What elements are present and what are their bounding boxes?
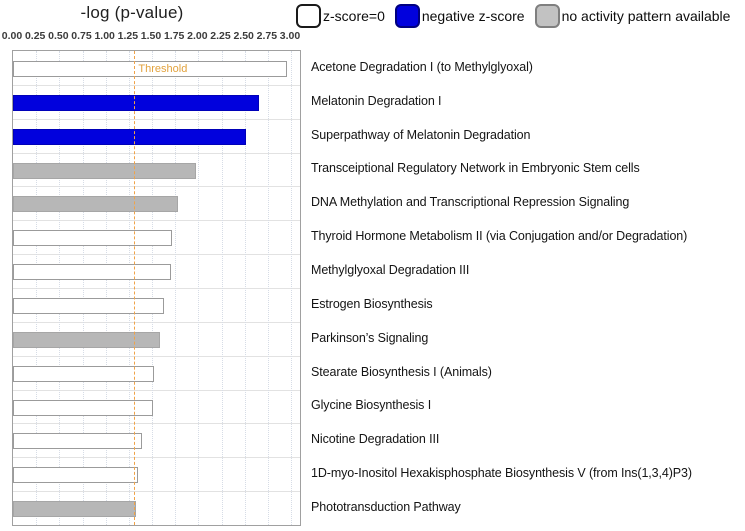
pathway-label: Methylglyoxal Degradation III — [311, 263, 470, 278]
row-band — [13, 322, 300, 357]
gridline — [198, 51, 200, 525]
pathway-label: Superpathway of Melatonin Degradation — [311, 127, 531, 142]
x-tick-label: 0.25 — [24, 30, 46, 42]
legend-swatch-icon — [394, 3, 420, 28]
x-tick-label: 1.25 — [117, 30, 139, 42]
legend-swatch-icon — [534, 3, 560, 28]
pathway-label: Estrogen Biosynthesis — [311, 296, 433, 311]
pathway-label: Phototransduction Pathway — [311, 500, 461, 515]
pathway-label: 1D-myo-Inositol Hexakisphosphate Biosynt… — [311, 466, 692, 481]
pathway-label: Acetone Degradation I (to Methylglyoxal) — [311, 59, 533, 74]
threshold-label: Threshold — [138, 62, 188, 75]
pathway-bar[interactable] — [13, 297, 165, 314]
pathway-label: Transceiptional Regulatory Network in Em… — [311, 161, 640, 176]
row-band — [13, 288, 300, 323]
pathway-label: Melatonin Degradation I — [311, 93, 442, 108]
row-band — [13, 390, 300, 425]
row-band — [13, 457, 300, 493]
x-tick-label: 2.75 — [256, 30, 278, 42]
row-band — [13, 423, 300, 459]
pathway-bar[interactable] — [13, 433, 142, 450]
pathway-bar[interactable] — [13, 467, 139, 484]
plot-area: Threshold — [12, 50, 301, 526]
gridline — [221, 51, 223, 525]
chart-title: -log (p-value) — [80, 3, 184, 22]
legend-item: negative z-score — [394, 3, 525, 28]
legend-item: z-score=0 — [296, 3, 385, 28]
row-band — [13, 186, 300, 222]
gridline — [152, 51, 153, 525]
row-band — [13, 220, 300, 256]
x-tick-label: 2.50 — [233, 30, 254, 42]
x-tick-label: 1.50 — [140, 30, 162, 42]
row-band — [13, 153, 300, 188]
pathway-bar[interactable] — [13, 230, 173, 247]
x-tick-label: 0.00 — [1, 30, 23, 42]
pathway-label: Thyroid Hormone Metabolism II (via Conju… — [311, 229, 688, 244]
pathway-bar[interactable] — [13, 94, 260, 111]
legend-item: no activity pattern available — [534, 3, 731, 28]
pathway-bar[interactable] — [13, 365, 154, 382]
pathway-bar[interactable] — [13, 60, 288, 77]
x-tick-label: 2.00 — [187, 30, 208, 42]
pathway-bar[interactable] — [13, 501, 137, 518]
row-band — [13, 254, 300, 289]
threshold-line — [134, 51, 136, 525]
legend-swatch-icon — [296, 3, 321, 28]
gridline — [291, 51, 292, 525]
legend-label: z-score=0 — [323, 7, 385, 24]
x-tick-label: 3.00 — [279, 30, 301, 42]
pathway-label: Glycine Biosynthesis I — [311, 398, 432, 413]
x-tick-label: 2.25 — [210, 30, 231, 42]
pathway-label: Nicotine Degradation III — [311, 432, 440, 447]
row-band — [13, 119, 300, 154]
row-band — [13, 51, 300, 86]
pathway-label: DNA Methylation and Transcriptional Repr… — [311, 195, 630, 210]
pathway-label: Stearate Biosynthesis I (Animals) — [311, 364, 492, 379]
gridline — [244, 51, 246, 525]
pathway-bar[interactable] — [13, 331, 161, 348]
gridline — [175, 51, 177, 525]
pathway-bar[interactable] — [13, 264, 171, 281]
legend-label: negative z-score — [421, 7, 525, 24]
gridline — [105, 51, 107, 525]
pathway-bar[interactable] — [13, 162, 196, 179]
pathway-bar[interactable] — [13, 196, 178, 213]
category-labels: Acetone Degradation I (to Methylglyoxal)… — [311, 50, 745, 524]
gridline — [36, 51, 38, 525]
gridline — [128, 51, 130, 525]
legend: z-score=0 negative z-score no activity pat… — [296, 2, 740, 29]
x-tick-label: 1.75 — [163, 30, 185, 42]
gridline — [267, 51, 269, 525]
x-tick-label: 1.00 — [94, 30, 115, 42]
gridline — [59, 51, 61, 525]
pathway-bar[interactable] — [13, 128, 246, 145]
legend-label: no activity pattern available — [561, 7, 731, 24]
gridline — [82, 51, 84, 525]
x-tick-label: 0.50 — [48, 30, 69, 42]
pathway-label: Parkinson’s Signaling — [311, 330, 429, 345]
row-band — [13, 85, 300, 120]
x-tick-label: 0.75 — [71, 30, 92, 42]
row-band — [13, 356, 300, 391]
pathway-bar[interactable] — [13, 399, 153, 416]
